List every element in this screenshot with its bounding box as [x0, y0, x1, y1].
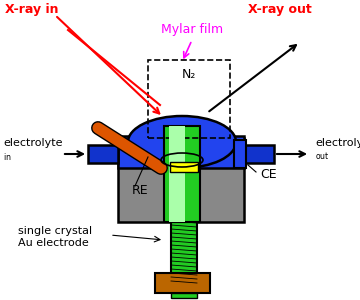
Ellipse shape — [128, 116, 236, 168]
Text: X-ray out: X-ray out — [248, 4, 312, 16]
Bar — [169, 126, 185, 222]
Text: N₂: N₂ — [182, 68, 196, 80]
Bar — [171, 293, 197, 298]
Bar — [171, 222, 197, 283]
Text: $_{\mathrm{in}}$: $_{\mathrm{in}}$ — [3, 152, 12, 164]
Text: X-ray in: X-ray in — [5, 4, 58, 16]
Bar — [234, 140, 246, 168]
Text: electrolyte: electrolyte — [315, 138, 360, 148]
Bar — [118, 138, 244, 222]
Bar — [148, 60, 230, 138]
Text: single crystal
Au electrode: single crystal Au electrode — [18, 226, 92, 248]
Text: CE: CE — [260, 167, 276, 181]
Bar — [155, 273, 210, 293]
Bar — [244, 145, 274, 163]
Bar — [164, 126, 200, 222]
Text: $_{\mathrm{out}}$: $_{\mathrm{out}}$ — [315, 152, 330, 164]
Bar — [170, 162, 198, 172]
Text: Mylar film: Mylar film — [161, 22, 223, 35]
Bar — [118, 136, 244, 168]
Text: electrolyte: electrolyte — [3, 138, 63, 148]
Text: RE: RE — [132, 184, 149, 196]
Bar — [88, 145, 118, 163]
